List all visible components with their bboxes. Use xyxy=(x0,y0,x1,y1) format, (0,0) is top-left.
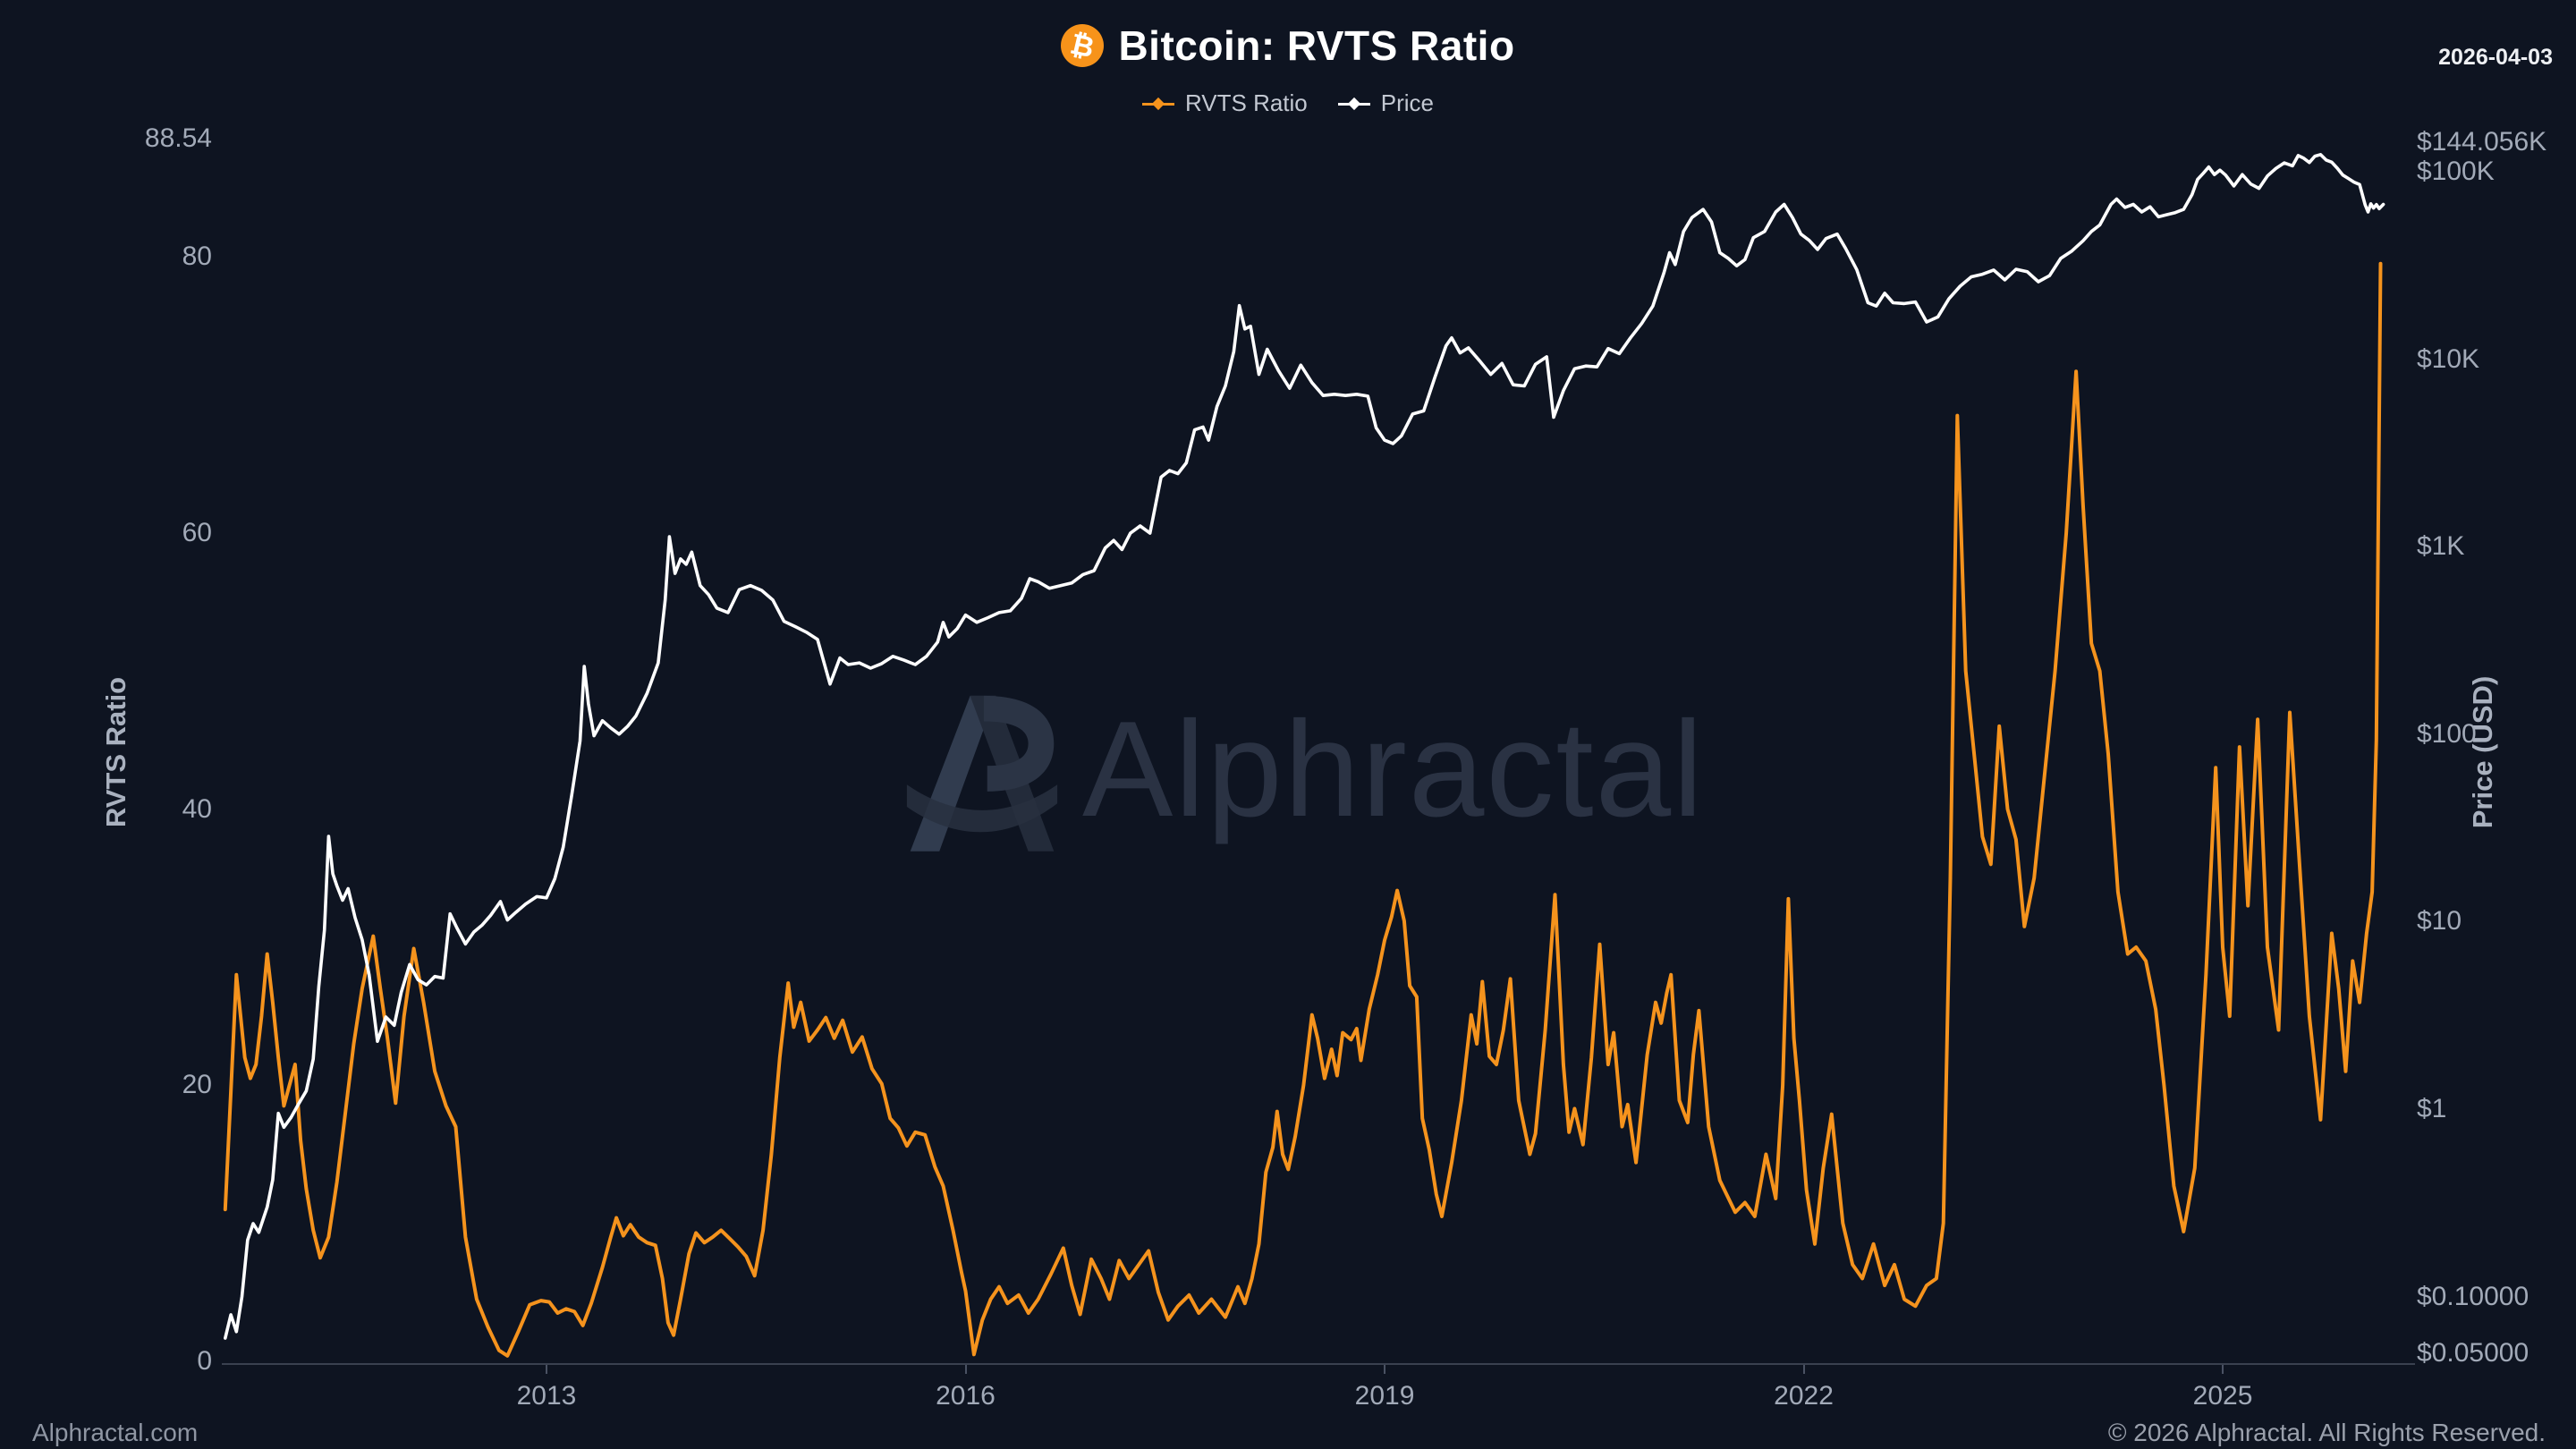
legend-label: Price xyxy=(1380,89,1435,116)
y-axis-right-tick: $0.10000 xyxy=(2417,1281,2529,1311)
legend-marker-icon xyxy=(1141,97,1174,110)
y-axis-left-tick: 0 xyxy=(197,1346,212,1376)
chart-date: 2026-04-03 xyxy=(2438,45,2553,70)
x-axis-tickmark xyxy=(2222,1365,2224,1374)
x-axis-tick-label: 2016 xyxy=(936,1381,996,1411)
left-axis-title: RVTS Ratio xyxy=(100,676,131,828)
price-line xyxy=(224,153,2385,1340)
y-axis-left-tick: 80 xyxy=(182,242,212,272)
y-axis-right-tick: $1K xyxy=(2417,531,2465,562)
footer-site-link[interactable]: Alphractal.com xyxy=(32,1419,199,1446)
legend-item-rvts-ratio[interactable]: RVTS Ratio xyxy=(1141,89,1308,117)
y-axis-left-tick: 20 xyxy=(182,1070,212,1100)
x-axis-tick-label: 2019 xyxy=(1354,1381,1415,1411)
x-axis-line xyxy=(222,1363,2415,1365)
y-axis-right-tick: $1 xyxy=(2417,1094,2447,1123)
x-axis-tick-label: 2025 xyxy=(2192,1381,2253,1411)
bitcoin-glyph: ₿ xyxy=(1067,27,1098,64)
y-axis-right-tick: $100 xyxy=(2417,718,2477,749)
y-axis-left-tick: 40 xyxy=(182,793,212,824)
legend-marker-icon xyxy=(1337,97,1370,110)
x-axis-tickmark xyxy=(1384,1365,1386,1374)
x-axis-tick-label: 2022 xyxy=(1774,1381,1834,1411)
right-axis-title: Price (USD) xyxy=(2467,675,2498,829)
header: ₿ Bitcoin: RVTS Ratio xyxy=(0,21,2576,70)
legend: RVTS Ratio Price xyxy=(0,89,2576,117)
bitcoin-icon: ₿ xyxy=(1061,24,1105,67)
legend-item-price[interactable]: Price xyxy=(1337,89,1435,117)
y-axis-left-tick: 88.54 xyxy=(144,123,212,154)
x-axis-tick-label: 2013 xyxy=(516,1381,577,1411)
legend-label: RVTS Ratio xyxy=(1184,89,1308,116)
y-axis-right-tick: $144.056K xyxy=(2417,126,2547,157)
y-axis-right-tick: $10K xyxy=(2417,343,2480,374)
y-axis-right-tick: $100K xyxy=(2417,157,2495,186)
y-axis-right-tick: $10 xyxy=(2417,906,2462,936)
y-axis-left-tick: 60 xyxy=(182,517,212,547)
footer-copyright: © 2026 Alphractal. All Rights Reserved. xyxy=(2107,1419,2546,1446)
page-title: Bitcoin: RVTS Ratio xyxy=(1118,22,1515,69)
x-axis-tickmark xyxy=(1802,1365,1805,1374)
x-axis-tickmark xyxy=(964,1365,967,1374)
y-axis-right-tick: $0.05000 xyxy=(2417,1337,2529,1368)
x-axis-tickmark xyxy=(546,1365,547,1374)
rvts-ratio-line xyxy=(223,261,2383,1358)
